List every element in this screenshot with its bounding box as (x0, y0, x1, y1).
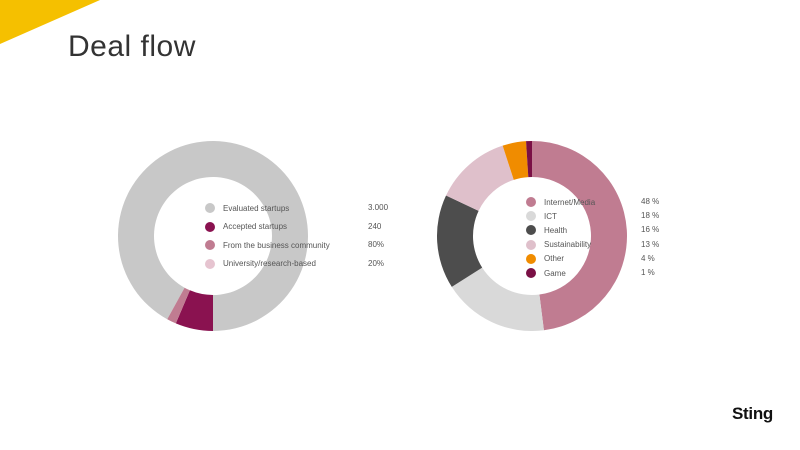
sector-donut-chart (437, 141, 627, 331)
legend-value: 80% (368, 240, 385, 249)
legend-label: University/research-based (223, 259, 316, 268)
legend-value: 13 % (641, 239, 660, 249)
legend-label: ICT (544, 211, 557, 221)
legend-value: 240 (368, 221, 382, 231)
legend-value: 4 % (641, 253, 655, 263)
legend-label: Accepted startups (223, 222, 288, 231)
slice-evaluated-startups (118, 141, 308, 331)
slice-other (502, 141, 529, 180)
page-title: Deal flow (68, 30, 196, 63)
startups-donut-chart (118, 141, 308, 331)
slice-health (437, 195, 483, 287)
legend-swatch (526, 197, 536, 207)
accent-corner (0, 0, 100, 44)
legend-swatch (526, 253, 536, 264)
legend-swatch (526, 239, 536, 250)
legend-item-other: Other (526, 253, 564, 265)
legend-label: Evaluated startups (223, 203, 290, 213)
legend-value: 18 % (641, 211, 660, 221)
legend-value: 20% (368, 258, 385, 268)
slice-university-research-based (167, 287, 190, 324)
legend-item-ict: ICT (526, 210, 557, 222)
slice-sustainability (446, 145, 514, 211)
legend-swatch (205, 240, 215, 250)
legend-swatch (205, 203, 215, 213)
legend-label: From the business community (223, 240, 330, 250)
legend-item-internet-media: Internet/Media (526, 196, 595, 208)
legend-label: Other (544, 254, 565, 264)
legend-label: Internet/Media (544, 197, 596, 207)
legend-label: Sustainability (544, 240, 592, 250)
legend-value: 16 % (641, 225, 660, 235)
legend-value: 3.000 (368, 203, 389, 212)
slice-internet-media (532, 141, 627, 331)
legend-swatch (205, 221, 215, 232)
legend-label: Health (544, 225, 568, 235)
sting-logo: Sting (732, 404, 773, 423)
legend-item-from-the-business-community: From the business community (205, 239, 330, 251)
legend-value: 1 % (641, 268, 655, 277)
legend-item-evaluated-startups: Evaluated startups (205, 202, 289, 214)
legend-swatch (526, 211, 536, 222)
slice-ict (451, 267, 544, 331)
slice-game (526, 141, 532, 178)
legend-label: Game (544, 268, 566, 278)
legend-item-sustainability: Sustainability (526, 239, 591, 251)
slice-from-the-business-community (175, 290, 213, 331)
legend-item-health: Health (526, 224, 567, 236)
legend-swatch (205, 258, 215, 269)
legend-swatch (526, 225, 536, 236)
legend-value: 48 % (641, 197, 660, 206)
legend-swatch (526, 268, 536, 278)
legend-item-university-research-based: University/research-based (205, 258, 316, 270)
legend-item-accepted-startups: Accepted startups (205, 221, 287, 233)
legend-item-game: Game (526, 267, 566, 279)
